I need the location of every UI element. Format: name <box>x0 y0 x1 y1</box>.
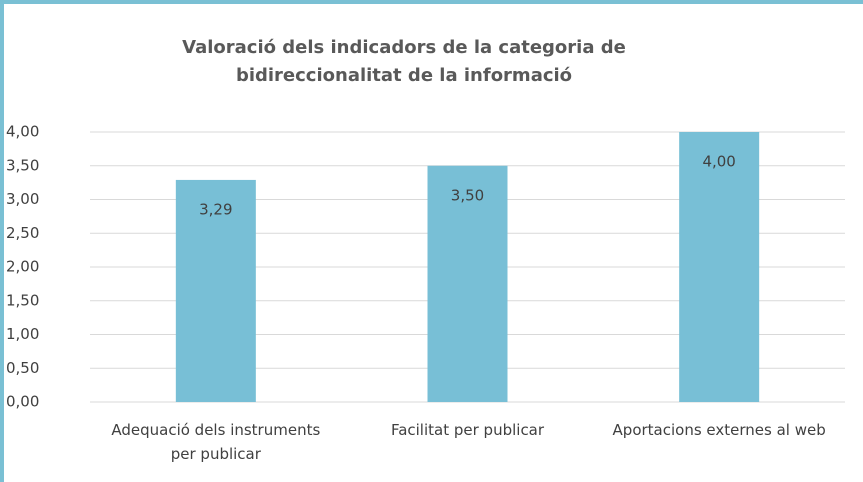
x-tick-label: Facilitat per publicar <box>390 421 545 439</box>
bar <box>175 179 256 402</box>
data-label: 4,00 <box>702 153 735 171</box>
plot: 0,00 0,50 1,00 1,50 2,00 2,50 3,00 3,50 4,00 3,29… <box>6 123 845 411</box>
x-tick-label: Adequació dels instruments per publicar <box>111 421 321 463</box>
y-tick-label: 2,00 <box>6 258 39 276</box>
x-tick-label: Aportacions externes al web <box>612 421 826 439</box>
data-label: 3,29 <box>199 200 232 218</box>
y-tick-label: 0,50 <box>6 359 39 377</box>
bar <box>679 132 760 402</box>
data-label: 3,50 <box>451 186 484 204</box>
y-tick-label: 0,00 <box>6 393 39 411</box>
y-tick-label: 3,50 <box>6 156 39 174</box>
y-tick-label: 2,50 <box>6 224 39 242</box>
y-tick-label: 3,00 <box>6 190 39 208</box>
y-tick-label: 4,00 <box>6 123 39 141</box>
chart-title: Valoració dels indicadors de la categori… <box>182 37 626 86</box>
y-tick-label: 1,50 <box>6 291 39 309</box>
bar <box>427 165 508 402</box>
y-tick-label: 1,00 <box>6 325 39 343</box>
